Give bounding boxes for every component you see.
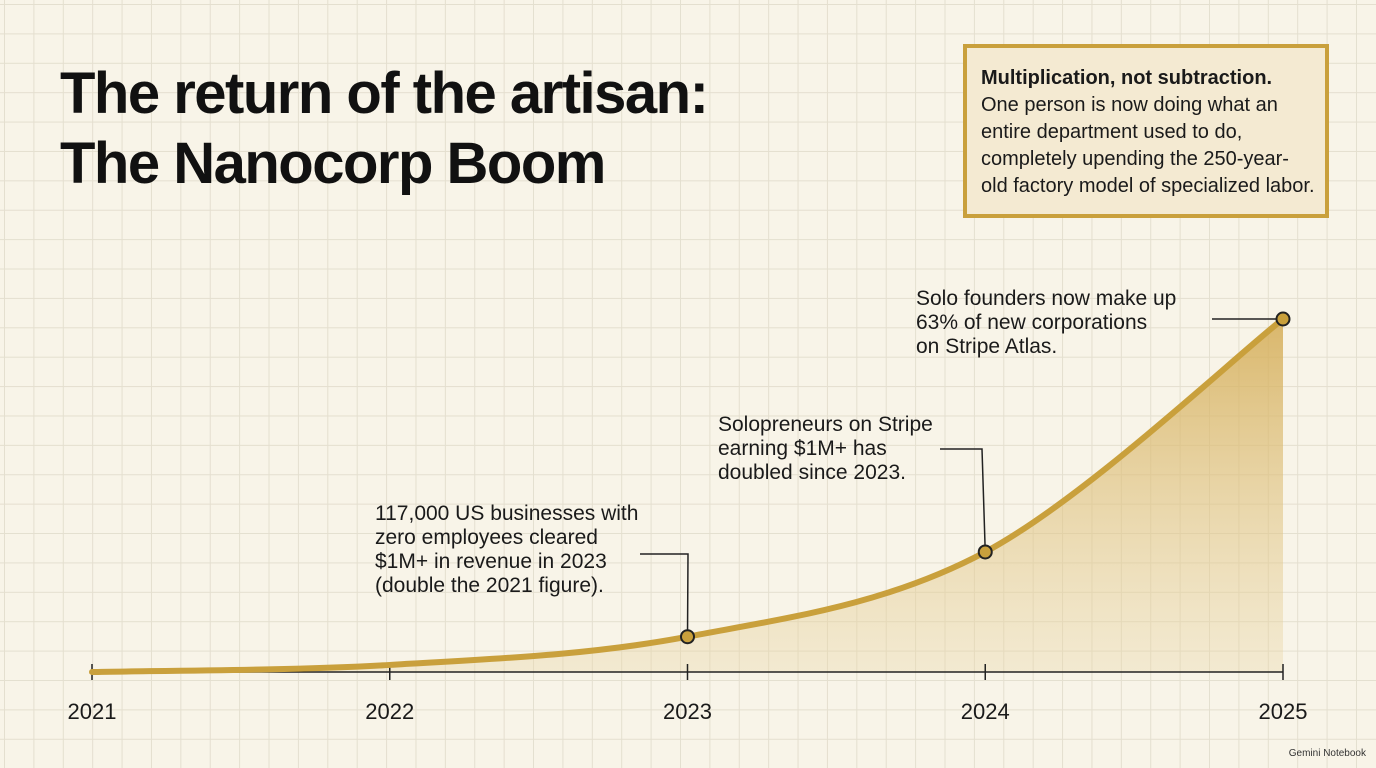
footer: Gemini Notebook — [1289, 748, 1367, 759]
annotation-text: $1M+ in revenue in 2023 — [375, 550, 607, 573]
callout-text: completely upending the 250-year- — [981, 148, 1289, 170]
x-tick-label: 2025 — [1259, 699, 1308, 724]
annotation-text: (double the 2021 figure). — [375, 574, 604, 597]
annotation-text: earning $1M+ has — [718, 437, 887, 460]
x-tick-label: 2021 — [68, 699, 117, 724]
callout-text: One person is now doing what an — [981, 94, 1278, 116]
annotation-text: Solopreneurs on Stripe — [718, 413, 933, 436]
annotation-text: 63% of new corporations — [916, 311, 1147, 334]
data-point — [1275, 311, 1291, 327]
callout-heading: Multiplication, not subtraction. — [981, 67, 1272, 89]
x-tick-label: 2022 — [365, 699, 414, 724]
data-point — [977, 544, 993, 560]
x-tick-label: 2024 — [961, 699, 1010, 724]
chart-title: The return of the artisan: — [60, 61, 707, 126]
annotation-text: 117,000 US businesses with — [375, 502, 638, 525]
annotation-text: on Stripe Atlas. — [916, 335, 1057, 358]
annotation-text: doubled since 2023. — [718, 461, 906, 484]
callout-box — [963, 44, 1329, 218]
annotation-text: zero employees cleared — [375, 526, 598, 549]
chart-title: The Nanocorp Boom — [60, 131, 605, 196]
leader-line — [640, 553, 689, 637]
callout-text: old factory model of specialized labor. — [981, 175, 1315, 197]
callout-text: entire department used to do, — [981, 121, 1242, 143]
data-point — [680, 629, 695, 645]
x-tick-label: 2023 — [663, 699, 712, 724]
leader-line — [940, 448, 986, 553]
annotation-text: Solo founders now make up — [916, 287, 1176, 310]
area — [92, 319, 1283, 672]
